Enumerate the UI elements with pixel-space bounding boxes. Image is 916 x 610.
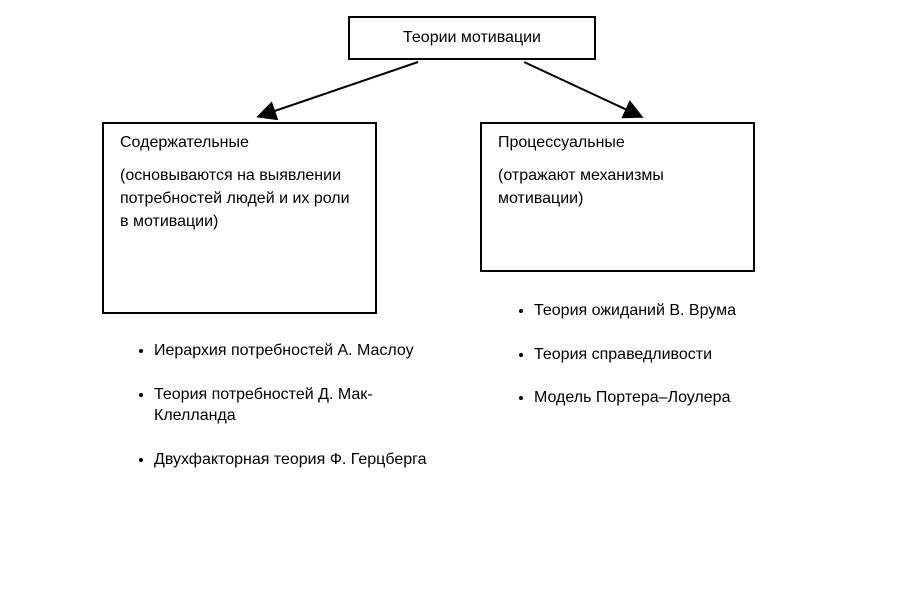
branch-process-title: Процессуальные [498, 134, 737, 152]
branch-content-title: Содержательные [120, 134, 359, 152]
list-item: Теория ожиданий В. Врума [534, 300, 838, 322]
branch-content-bullets: Иерархия потребностей А. Маслоу Теория п… [118, 340, 438, 492]
branch-content-description: (основываются на выявлении потребностей … [120, 164, 359, 234]
branch-process-description: (отражают механизмы мотивации) [498, 164, 737, 210]
root-label: Теории мотивации [403, 29, 541, 47]
list-item: Двухфакторная теория Ф. Герцберга [154, 449, 438, 471]
arrow-right [524, 62, 640, 116]
arrow-left [260, 62, 418, 116]
branch-content-node: Содержательные (основываются на выявлени… [102, 122, 377, 314]
list-item: Теория справедливости [534, 344, 838, 366]
list-item: Иерархия потребностей А. Маслоу [154, 340, 438, 362]
branch-process-bullets: Теория ожиданий В. Врума Теория справедл… [498, 300, 838, 431]
root-node: Теории мотивации [348, 16, 596, 60]
list-item: Модель Портера–Лоулера [534, 387, 838, 409]
list-item: Теория потребностей Д. Мак-Клелланда [154, 384, 438, 427]
branch-process-node: Процессуальные (отражают механизмы мотив… [480, 122, 755, 272]
